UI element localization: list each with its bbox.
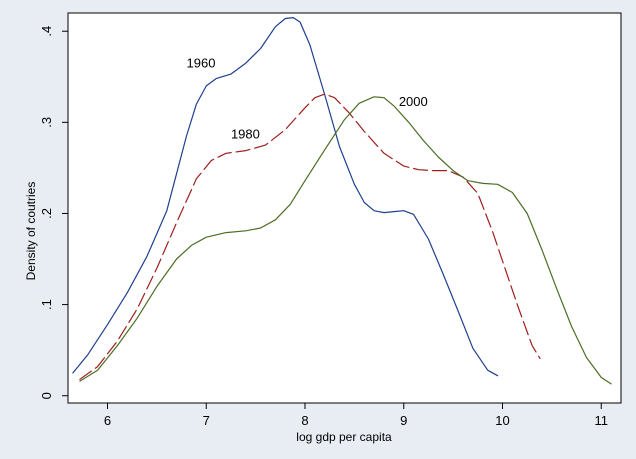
series-line-1960 xyxy=(72,17,499,377)
plot-area xyxy=(67,12,622,404)
y-tick-label: .2 xyxy=(39,208,54,219)
series-labels: 1960 1980 2000 xyxy=(187,56,428,142)
series-lines xyxy=(72,17,612,385)
x-tick-label: 7 xyxy=(203,413,210,428)
axes: 6 7 8 9 10 11 0 .1 .2 .3 .4 xyxy=(39,26,608,428)
x-axis-title: log gdp per capita xyxy=(296,430,392,444)
y-tick-label: .1 xyxy=(39,299,54,310)
y-axis-title: Density of coutries xyxy=(24,182,38,281)
series-label-2000: 2000 xyxy=(399,94,428,109)
series-label-1960: 1960 xyxy=(187,56,216,71)
x-tick-label: 6 xyxy=(104,413,111,428)
x-tick-label: 8 xyxy=(301,413,308,428)
series-line-1980 xyxy=(79,93,541,380)
series-line-2000 xyxy=(79,96,612,385)
x-tick-label: 10 xyxy=(495,413,509,428)
x-tick-label: 11 xyxy=(595,413,609,428)
series-label-1980: 1980 xyxy=(231,127,260,142)
y-tick-label: .3 xyxy=(39,117,54,128)
x-tick-label: 9 xyxy=(400,413,407,428)
y-tick-label: 0 xyxy=(39,392,54,399)
y-tick-label: .4 xyxy=(39,26,54,37)
